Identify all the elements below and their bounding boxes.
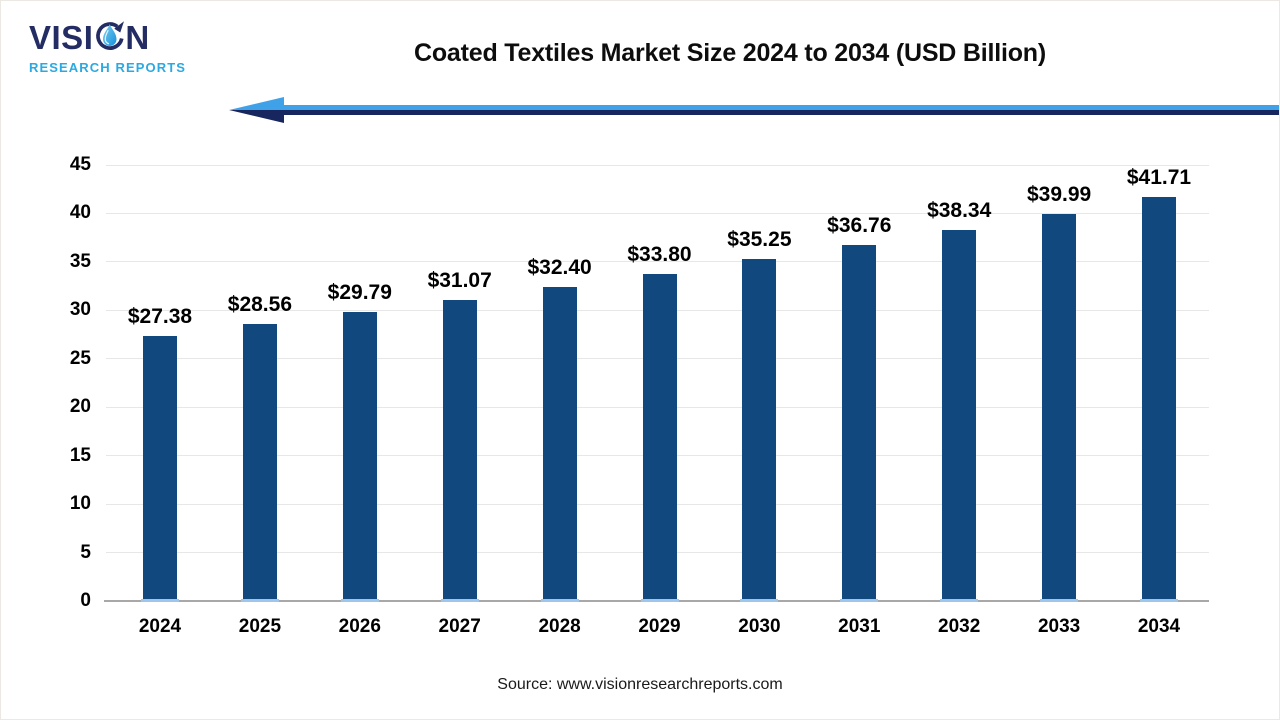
bar-base-accent (240, 599, 279, 602)
x-axis-label: 2030 (738, 616, 781, 637)
bar-base-accent (840, 599, 879, 602)
bar-value-label: $36.76 (827, 213, 892, 237)
x-axis-label: 2024 (138, 616, 182, 637)
bar-value-label: $33.80 (627, 242, 692, 266)
gridline (106, 261, 1209, 263)
x-axis-label: 2029 (638, 616, 681, 637)
bar-2027 (442, 299, 477, 599)
bar-2031 (842, 244, 877, 599)
logo-wordmark: VISI N (29, 17, 199, 57)
gridline (106, 164, 1209, 166)
y-axis-label: 20 (69, 396, 91, 418)
logo-text-n: N (125, 18, 150, 56)
x-axis-label: 2027 (438, 616, 481, 637)
left-arrow-divider (229, 97, 1279, 123)
bar-2028 (542, 287, 577, 599)
bar-value-label: $39.99 (1026, 182, 1092, 206)
y-axis-label: 45 (69, 154, 91, 175)
source-text: Source: www.visionresearchreports.com (497, 676, 783, 693)
y-axis-label: 10 (69, 493, 91, 515)
bar-value-label: $31.07 (427, 268, 492, 292)
water-drop-arrow-icon (96, 21, 125, 50)
bar-2024 (143, 335, 177, 599)
bar-2034 (1142, 196, 1176, 599)
bar-2025 (242, 324, 277, 599)
y-axis-label: 40 (69, 202, 91, 224)
bar-value-label: $38.34 (927, 198, 992, 222)
x-axis-label: 2032 (938, 616, 981, 637)
bar-2032 (942, 229, 977, 599)
vision-research-reports-logo: VISI N RESEARCH REPORTS (29, 17, 199, 76)
bar-value-label: $32.40 (527, 256, 592, 280)
bar-value-label: $27.38 (127, 304, 193, 328)
y-axis-label: 0 (80, 590, 91, 611)
bar-2029 (642, 273, 677, 599)
bar-base-accent (141, 599, 179, 602)
bar-value-label: $41.71 (1126, 165, 1192, 189)
bar-value-label: $29.79 (327, 281, 392, 305)
x-axis-label: 2028 (538, 616, 581, 637)
bar-base-accent (440, 599, 479, 602)
bar-base-accent (1040, 599, 1079, 602)
gridline (106, 212, 1209, 214)
x-axis-label: 2025 (238, 616, 282, 637)
bar-value-label: $28.56 (227, 293, 292, 317)
y-axis-label: 15 (69, 444, 91, 466)
y-axis-label: 35 (69, 250, 91, 272)
bar-2033 (1042, 213, 1077, 599)
y-axis-label: 5 (80, 541, 91, 563)
logo-text-visi: VISI (29, 18, 94, 56)
x-axis-label: 2033 (1037, 616, 1081, 637)
bar-base-accent (640, 599, 679, 602)
bar-base-accent (740, 599, 779, 602)
y-axis-label: 30 (69, 299, 91, 321)
chart-title: Coated Textiles Market Size 2024 to 2034… (414, 39, 1046, 67)
y-axis-label: 25 (69, 347, 91, 369)
bar-value-label: $35.25 (727, 228, 792, 252)
bar-base-accent (940, 599, 979, 602)
x-axis-label: 2026 (338, 616, 381, 637)
bar-2026 (342, 312, 377, 599)
logo-subtitle: RESEARCH REPORTS (29, 60, 187, 75)
x-axis-label: 2034 (1137, 616, 1181, 637)
bar-2030 (742, 259, 777, 599)
bar-base-accent (340, 599, 379, 602)
bar-base-accent (1140, 599, 1178, 602)
x-axis-label: 2031 (838, 616, 881, 637)
bar-base-accent (540, 599, 579, 602)
